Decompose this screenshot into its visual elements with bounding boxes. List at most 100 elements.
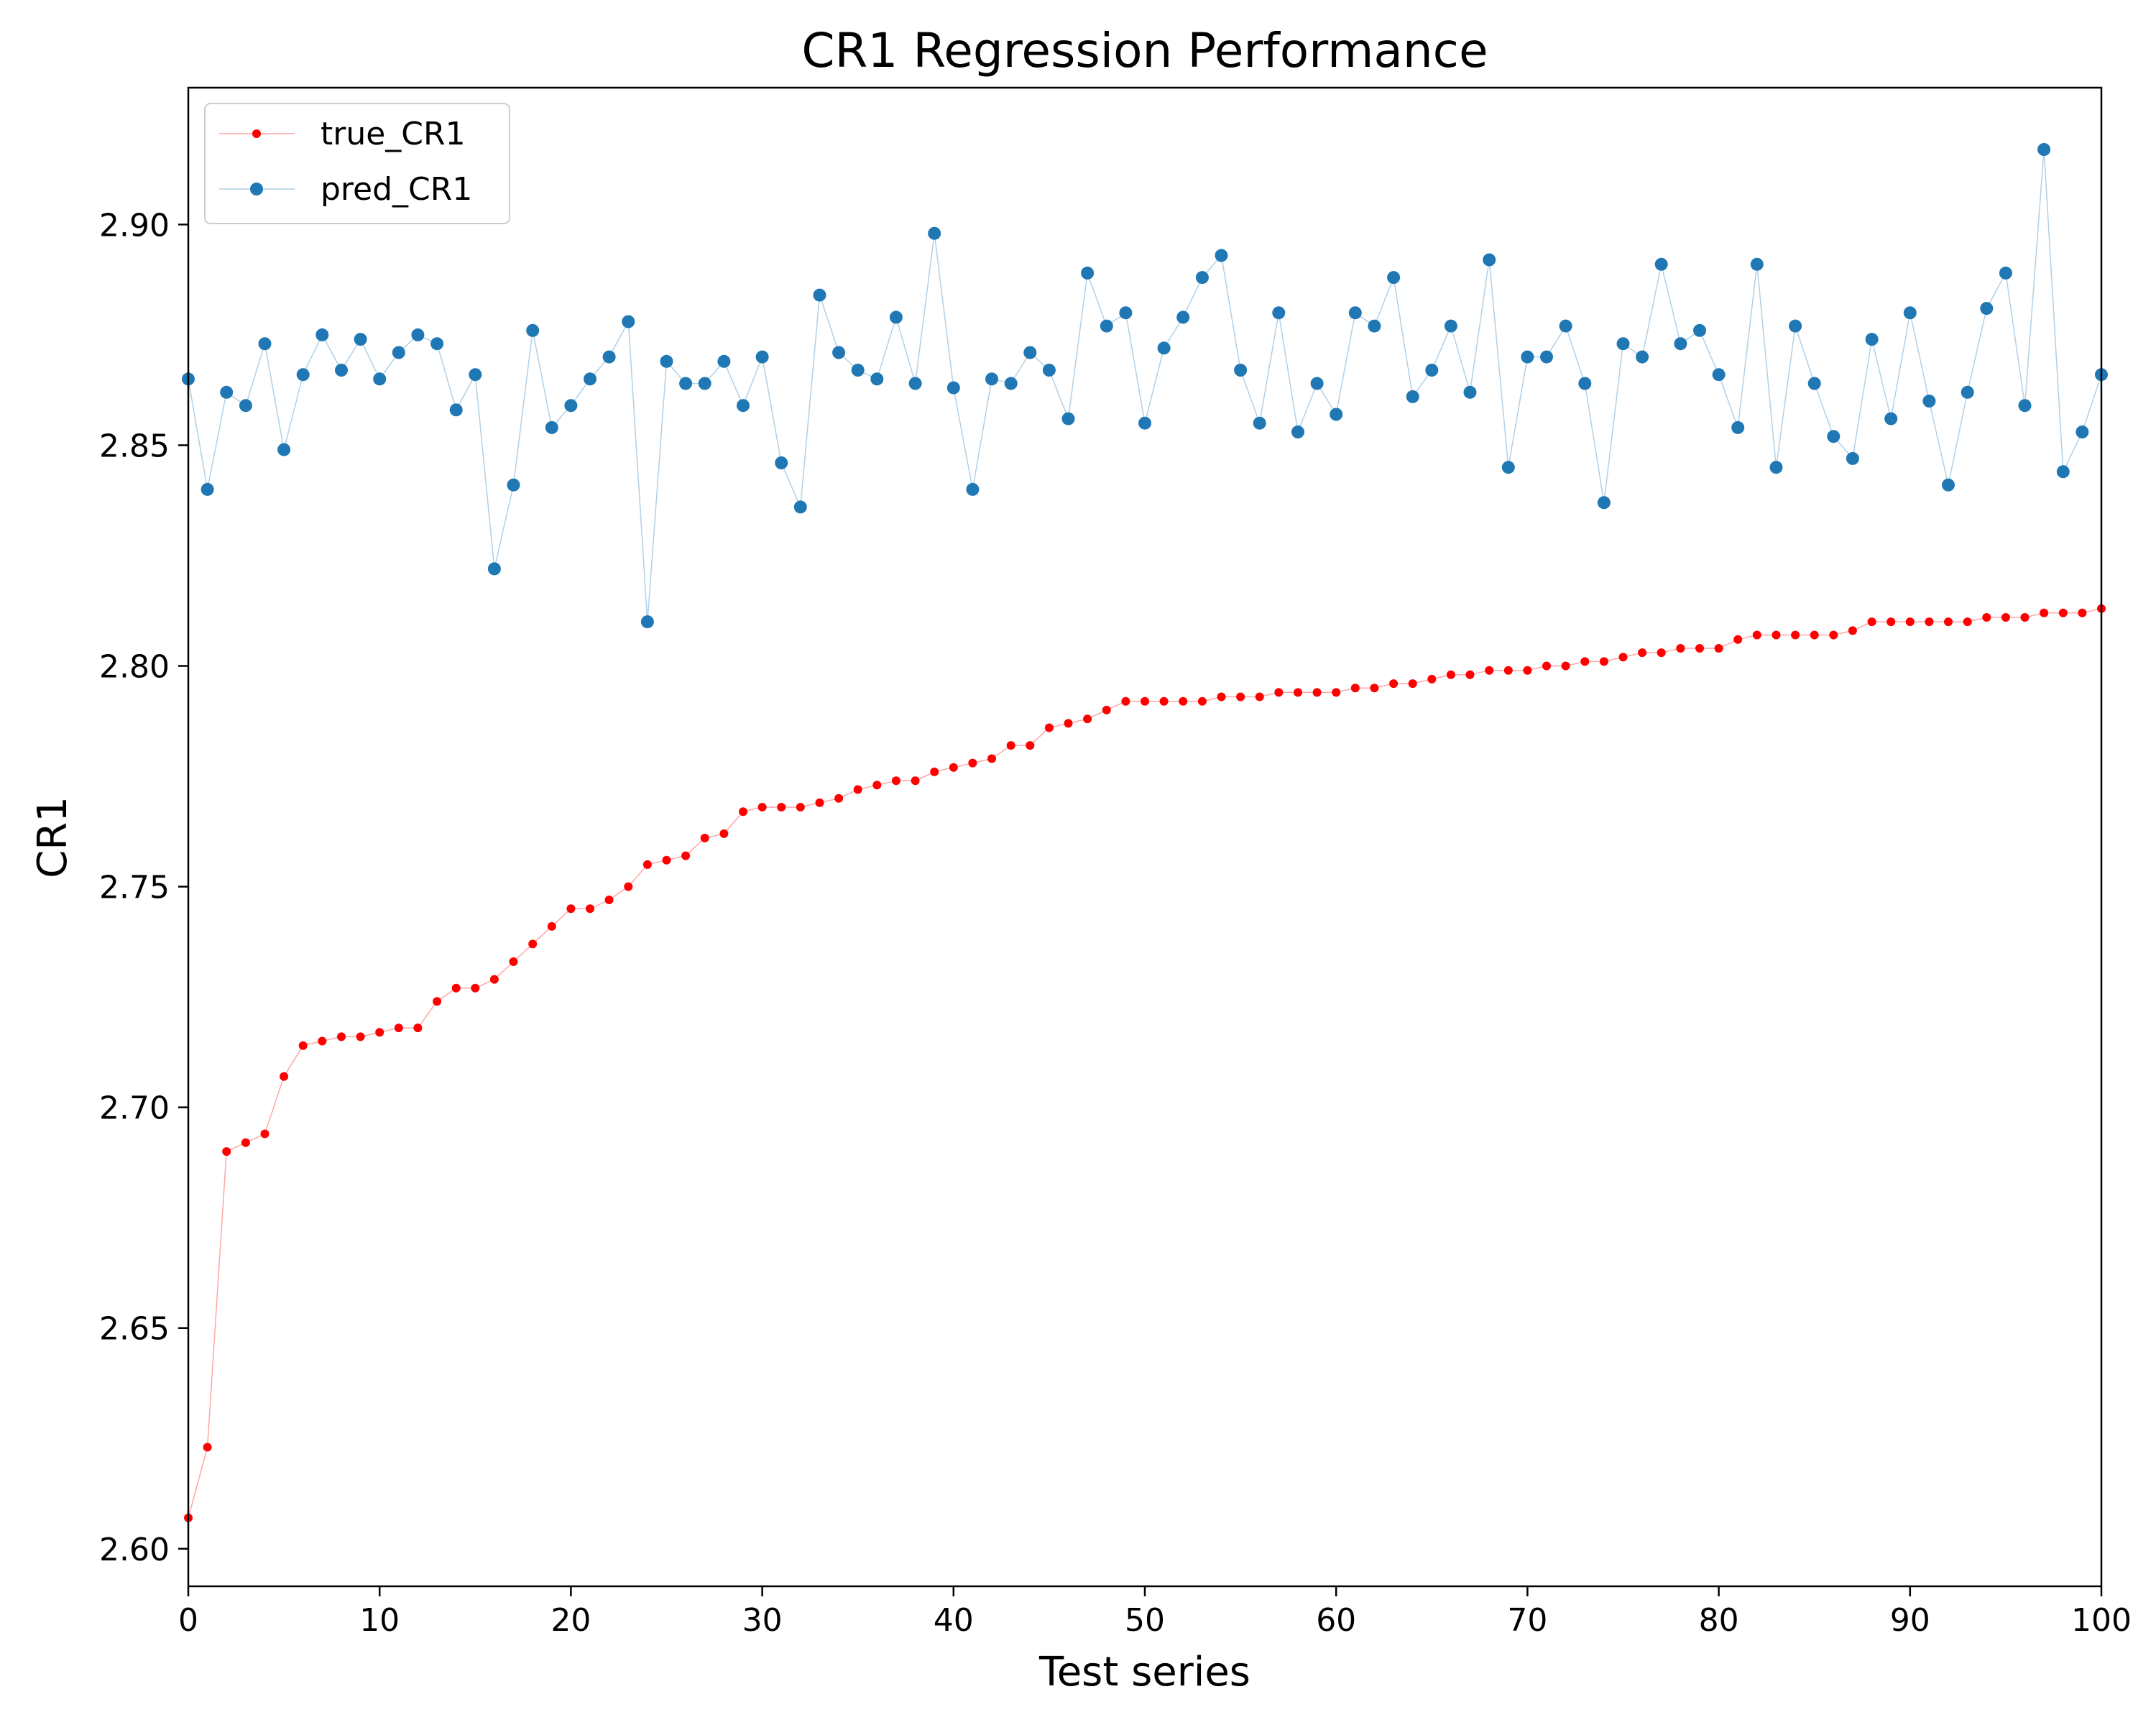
legend-pred-cr1-marker: [250, 183, 263, 196]
data-point-pred-cr1-27: [698, 377, 711, 390]
data-point-pred-cr1-1: [201, 482, 214, 496]
data-point-true-cr1-88: [1867, 617, 1876, 627]
data-point-true-cr1-28: [719, 829, 729, 838]
data-point-true-cr1-2: [222, 1147, 231, 1156]
data-point-pred-cr1-47: [1081, 266, 1095, 280]
data-point-true-cr1-32: [796, 803, 805, 811]
data-point-pred-cr1-94: [1980, 302, 1994, 316]
data-point-pred-cr1-76: [1636, 350, 1649, 364]
data-point-true-cr1-80: [1714, 644, 1723, 653]
data-point-pred-cr1-74: [1597, 496, 1611, 510]
data-point-true-cr1-50: [1141, 696, 1149, 706]
data-point-pred-cr1-89: [1884, 412, 1898, 426]
data-point-true-cr1-12: [413, 1024, 423, 1033]
data-point-pred-cr1-26: [679, 377, 693, 390]
data-point-pred-cr1-31: [775, 456, 788, 469]
data-point-true-cr1-94: [1982, 613, 1991, 622]
data-point-pred-cr1-73: [1578, 377, 1592, 390]
data-point-true-cr1-75: [1618, 653, 1628, 662]
data-point-true-cr1-96: [2020, 613, 2030, 622]
data-point-true-cr1-45: [1044, 723, 1054, 732]
data-point-true-cr1-56: [1255, 692, 1264, 702]
data-point-pred-cr1-12: [411, 328, 425, 341]
data-point-true-cr1-86: [1829, 630, 1838, 640]
x-tick-label: 70: [1507, 1602, 1547, 1639]
data-point-pred-cr1-32: [793, 500, 807, 514]
data-point-true-cr1-20: [566, 904, 576, 914]
data-point-true-cr1-37: [891, 776, 900, 786]
x-tick-label: 100: [2071, 1602, 2132, 1639]
data-point-pred-cr1-39: [928, 226, 941, 240]
data-point-true-cr1-30: [757, 803, 767, 811]
data-point-pred-cr1-77: [1654, 257, 1668, 271]
data-point-pred-cr1-19: [545, 420, 558, 434]
data-point-pred-cr1-97: [2037, 143, 2051, 156]
data-point-true-cr1-67: [1465, 670, 1475, 679]
data-point-true-cr1-46: [1064, 719, 1073, 728]
legend: true_CR1 pred_CR1: [204, 103, 510, 224]
data-point-true-cr1-40: [949, 763, 958, 772]
data-point-true-cr1-31: [777, 803, 786, 811]
data-point-pred-cr1-37: [889, 310, 903, 324]
data-point-pred-cr1-53: [1195, 271, 1209, 285]
data-point-pred-cr1-55: [1234, 364, 1248, 377]
data-point-true-cr1-17: [509, 957, 518, 966]
data-point-true-cr1-4: [260, 1129, 270, 1138]
data-point-true-cr1-85: [1810, 630, 1819, 640]
y-axis-label: CR1: [29, 796, 76, 878]
x-tick-label: 30: [742, 1602, 783, 1639]
data-point-true-cr1-52: [1179, 696, 1188, 706]
data-point-true-cr1-59: [1312, 688, 1322, 697]
data-point-true-cr1-82: [1752, 630, 1761, 640]
data-point-pred-cr1-63: [1387, 271, 1401, 285]
data-point-true-cr1-18: [528, 939, 538, 949]
data-point-pred-cr1-51: [1157, 341, 1171, 355]
data-point-pred-cr1-95: [1999, 266, 2012, 280]
x-tick-label: 90: [1890, 1602, 1930, 1639]
data-point-pred-cr1-17: [507, 478, 520, 492]
data-point-pred-cr1-33: [813, 288, 826, 302]
data-point-true-cr1-48: [1102, 705, 1111, 714]
data-point-true-cr1-39: [930, 767, 939, 776]
data-point-true-cr1-23: [624, 882, 633, 891]
data-point-pred-cr1-25: [660, 354, 673, 368]
y-tick-label: 2.80: [99, 649, 170, 686]
series-true-cr1: [184, 604, 2106, 1522]
series-pred-cr1: [182, 143, 2108, 629]
data-point-pred-cr1-60: [1330, 408, 1343, 421]
data-point-pred-cr1-20: [564, 399, 578, 413]
data-point-pred-cr1-29: [737, 399, 750, 413]
data-point-pred-cr1-75: [1616, 337, 1630, 351]
data-point-true-cr1-70: [1523, 666, 1532, 675]
data-point-pred-cr1-42: [985, 372, 998, 386]
data-point-pred-cr1-59: [1310, 377, 1324, 390]
data-point-true-cr1-79: [1695, 644, 1704, 653]
data-point-true-cr1-7: [318, 1036, 327, 1046]
data-point-pred-cr1-57: [1272, 306, 1286, 320]
data-point-true-cr1-81: [1733, 635, 1743, 644]
data-point-pred-cr1-64: [1406, 390, 1419, 403]
data-point-pred-cr1-81: [1731, 420, 1745, 434]
data-point-pred-cr1-35: [851, 364, 865, 377]
data-point-pred-cr1-96: [2018, 399, 2032, 413]
data-point-pred-cr1-13: [430, 337, 444, 351]
data-point-pred-cr1-38: [908, 377, 922, 390]
data-point-pred-cr1-66: [1444, 319, 1457, 333]
data-point-pred-cr1-18: [526, 323, 540, 337]
x-tick-label: 80: [1699, 1602, 1739, 1639]
data-point-true-cr1-65: [1427, 674, 1437, 684]
data-point-pred-cr1-5: [277, 443, 291, 456]
data-point-pred-cr1-3: [239, 399, 252, 413]
x-tick-label: 0: [178, 1602, 198, 1639]
data-point-pred-cr1-2: [220, 385, 234, 399]
data-point-true-cr1-14: [451, 983, 461, 993]
data-point-true-cr1-47: [1083, 714, 1092, 724]
data-point-true-cr1-83: [1772, 630, 1781, 640]
data-point-pred-cr1-99: [2076, 426, 2089, 438]
data-point-true-cr1-5: [280, 1072, 289, 1081]
data-point-true-cr1-92: [1944, 617, 1953, 627]
y-tick-label: 2.90: [99, 207, 170, 244]
data-point-true-cr1-41: [968, 758, 977, 768]
data-point-true-cr1-11: [394, 1024, 403, 1033]
